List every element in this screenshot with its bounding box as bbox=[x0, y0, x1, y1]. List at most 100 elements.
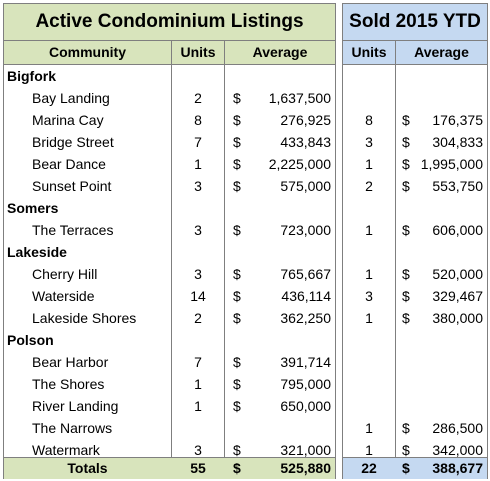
community-name: Marina Cay bbox=[32, 112, 104, 128]
sold-currency-cell: $ bbox=[402, 420, 410, 436]
units-cell: 3 bbox=[194, 178, 202, 194]
sold-currency-cell: $ bbox=[402, 178, 410, 194]
currency-cell: $ bbox=[233, 398, 241, 414]
sold-currency-cell: $ bbox=[402, 156, 410, 172]
units-cell: 7 bbox=[194, 354, 202, 370]
units-cell: 3 bbox=[194, 266, 202, 282]
community-name: Waterside bbox=[32, 288, 95, 304]
community-name: River Landing bbox=[32, 398, 119, 414]
group-name: Lakeside bbox=[7, 244, 67, 260]
units-header: Units bbox=[180, 44, 216, 60]
sold-table-title: Sold 2015 YTD bbox=[343, 4, 487, 41]
sold-units-cell: 1 bbox=[365, 310, 373, 326]
sold-table-row: 1 $342,000 bbox=[343, 439, 487, 461]
active-header-row: Community Units Average bbox=[4, 41, 335, 65]
sold-table-row: 2 $553,750 bbox=[343, 175, 487, 197]
sold-average-cell: 176,375 bbox=[432, 112, 483, 128]
sold-table-row bbox=[343, 373, 487, 395]
units-cell: 1 bbox=[194, 376, 202, 392]
community-name: The Terraces bbox=[32, 222, 114, 238]
currency-cell: $ bbox=[233, 310, 241, 326]
column-divider bbox=[171, 41, 172, 478]
group-name: Somers bbox=[7, 200, 59, 216]
sold-units-header: Units bbox=[351, 44, 387, 60]
sold-units-cell: 1 bbox=[365, 156, 373, 172]
sold-average-cell: 286,500 bbox=[432, 420, 483, 436]
table-row: Waterside 14 $436,114 bbox=[4, 285, 335, 307]
active-table-title: Active Condominium Listings bbox=[4, 4, 335, 41]
group-name: Polson bbox=[7, 332, 54, 348]
group-row: Somers bbox=[4, 197, 335, 219]
community-name: Sunset Point bbox=[32, 178, 112, 194]
currency-cell: $ bbox=[233, 178, 241, 194]
community-name: The Narrows bbox=[32, 420, 113, 436]
table-row: Marina Cay 8 $276,925 bbox=[4, 109, 335, 131]
currency-cell: $ bbox=[233, 90, 241, 106]
units-cell: 3 bbox=[194, 222, 202, 238]
units-cell: 2 bbox=[194, 310, 202, 326]
average-cell: 795,000 bbox=[280, 376, 331, 392]
sold-table-row: 3 $304,833 bbox=[343, 131, 487, 153]
sold-units-cell: 3 bbox=[365, 288, 373, 304]
community-name: Bear Dance bbox=[32, 156, 106, 172]
currency-cell: $ bbox=[233, 266, 241, 282]
units-cell: 1 bbox=[194, 398, 202, 414]
average-cell: 362,250 bbox=[280, 310, 331, 326]
sold-totals-units: 22 bbox=[361, 460, 377, 476]
sold-table-row: 1 $606,000 bbox=[343, 219, 487, 241]
sold-average-cell: 553,750 bbox=[432, 178, 483, 194]
community-name: Bear Harbor bbox=[32, 354, 109, 370]
group-name: Bigfork bbox=[7, 68, 56, 84]
average-cell: 321,000 bbox=[280, 442, 331, 458]
sold-table-row: 1 $520,000 bbox=[343, 263, 487, 285]
sold-units-cell: 1 bbox=[365, 222, 373, 238]
sold-average-cell: 520,000 bbox=[432, 266, 483, 282]
group-row: Polson bbox=[4, 329, 335, 351]
sold-units-cell: 2 bbox=[365, 178, 373, 194]
average-cell: 765,667 bbox=[280, 266, 331, 282]
sold-average-header: Average bbox=[414, 44, 469, 60]
sold-units-cell: 3 bbox=[365, 134, 373, 150]
sold-table-row bbox=[343, 65, 487, 87]
community-name: Bridge Street bbox=[32, 134, 114, 150]
sold-units-cell: 1 bbox=[365, 420, 373, 436]
units-cell: 7 bbox=[194, 134, 202, 150]
sold-currency-cell: $ bbox=[402, 134, 410, 150]
sold-totals-row: 22 $ 388,677 bbox=[343, 457, 487, 479]
average-cell: 391,714 bbox=[280, 354, 331, 370]
average-cell: 276,925 bbox=[280, 112, 331, 128]
units-cell: 14 bbox=[190, 288, 206, 304]
average-cell: 723,000 bbox=[280, 222, 331, 238]
totals-average: 525,880 bbox=[280, 460, 331, 476]
community-name: The Shores bbox=[32, 376, 105, 392]
table-row: Cherry Hill 3 $765,667 bbox=[4, 263, 335, 285]
sold-table-row bbox=[343, 87, 487, 109]
group-row: Bigfork bbox=[4, 65, 335, 87]
table-row: Bear Harbor 7 $391,714 bbox=[4, 351, 335, 373]
average-cell: 436,114 bbox=[281, 288, 331, 304]
table-row: River Landing 1 $650,000 bbox=[4, 395, 335, 417]
community-name: Cherry Hill bbox=[32, 266, 98, 282]
currency-cell: $ bbox=[233, 112, 241, 128]
sold-totals-currency: $ bbox=[402, 460, 410, 476]
currency-cell: $ bbox=[233, 442, 241, 458]
units-cell: 8 bbox=[194, 112, 202, 128]
community-name: Bay Landing bbox=[32, 90, 110, 106]
sold-table-row: 8 $176,375 bbox=[343, 109, 487, 131]
sold-units-cell: 1 bbox=[365, 266, 373, 282]
sold-totals-average: 388,677 bbox=[432, 460, 483, 476]
sold-currency-cell: $ bbox=[402, 222, 410, 238]
average-cell: 575,000 bbox=[280, 178, 331, 194]
table-row: Bridge Street 7 $433,843 bbox=[4, 131, 335, 153]
table-row: Watermark 3 $321,000 bbox=[4, 439, 335, 461]
community-name: Lakeside Shores bbox=[32, 310, 137, 326]
average-cell: 2,225,000 bbox=[268, 156, 331, 172]
totals-units: 55 bbox=[190, 460, 206, 476]
sold-average-cell: 1,995,000 bbox=[420, 156, 483, 172]
table-row: The Narrows bbox=[4, 417, 335, 439]
currency-cell: $ bbox=[233, 354, 241, 370]
units-cell: 3 bbox=[194, 442, 202, 458]
sold-average-cell: 380,000 bbox=[432, 310, 483, 326]
sold-currency-cell: $ bbox=[402, 442, 410, 458]
sold-table-row bbox=[343, 241, 487, 263]
